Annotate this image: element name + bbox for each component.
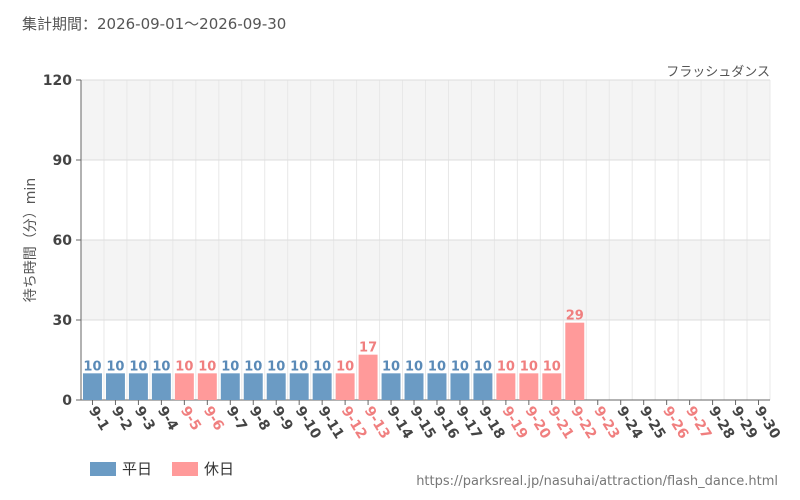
attraction-name: フラッシュダンス: [666, 65, 770, 80]
bar: [128, 373, 148, 400]
legend-weekday-swatch: [90, 461, 116, 476]
period-title: 集計期間：2026-09-01～2026-09-30: [22, 15, 287, 33]
bar: [312, 373, 332, 400]
x-tick-label: 9-7: [223, 404, 250, 434]
legend-holiday: 休日: [172, 458, 234, 479]
x-tick-label: 9-5: [177, 404, 204, 434]
y-tick-label: 120: [43, 73, 72, 89]
bar: [358, 354, 378, 400]
bar-value-label: 10: [129, 359, 147, 374]
bar-value-label: 10: [451, 359, 469, 374]
y-tick-label: 90: [53, 153, 73, 169]
source-url: https://parksreal.jp/nasuhai/attraction/…: [416, 474, 778, 489]
legend-holiday-label: 休日: [204, 460, 235, 478]
bar-value-label: 10: [267, 359, 285, 374]
bar: [335, 373, 355, 400]
x-tick-label: 9-6: [200, 404, 227, 434]
bar-value-label: 17: [359, 341, 377, 356]
bar: [243, 373, 263, 400]
bar: [542, 373, 562, 400]
y-tick-label: 0: [62, 393, 72, 409]
bar: [496, 373, 516, 400]
bar: [151, 373, 171, 400]
bar-value-label: 10: [152, 359, 170, 374]
bar-value-label: 29: [566, 309, 584, 324]
bar-value-label: 10: [497, 359, 515, 374]
bar: [450, 373, 470, 400]
bar: [197, 373, 217, 400]
bar: [289, 373, 309, 400]
bar: [473, 373, 493, 400]
bar-value-label: 10: [290, 359, 308, 374]
y-tick-label: 60: [53, 233, 73, 249]
bar-value-label: 10: [520, 359, 538, 374]
bar-value-label: 10: [198, 359, 216, 374]
x-tick-label: 9-8: [246, 404, 273, 434]
bar-value-label: 10: [382, 359, 400, 374]
legend-weekday: 平日: [90, 458, 152, 479]
bar-value-label: 10: [543, 359, 561, 374]
x-tick-label: 9-30: [751, 404, 783, 442]
bar: [565, 322, 585, 400]
bar-value-label: 10: [313, 359, 331, 374]
bar: [83, 373, 102, 400]
x-tick-label: 9-3: [131, 404, 158, 434]
y-tick-label: 30: [53, 313, 73, 329]
bar: [266, 373, 286, 400]
bar: [381, 373, 401, 400]
x-tick-label: 9-4: [154, 404, 181, 434]
legend: 平日 休日: [90, 458, 234, 479]
bar: [105, 373, 125, 400]
bar-value-label: 10: [405, 359, 423, 374]
legend-holiday-swatch: [172, 461, 199, 476]
y-axis-title: 待ち時間（分）min: [23, 178, 39, 302]
bar-value-label: 10: [106, 359, 124, 374]
legend-weekday-label: 平日: [122, 460, 153, 478]
bar: [404, 373, 424, 400]
bar: [174, 373, 194, 400]
x-tick-label: 9-2: [108, 404, 135, 434]
x-tick-label: 9-1: [85, 404, 112, 434]
bar: [427, 373, 447, 400]
x-tick-label: 9-9: [269, 404, 296, 434]
bar-value-label: 10: [336, 359, 354, 374]
bar-value-label: 10: [83, 359, 101, 374]
bar: [519, 373, 539, 400]
bar-value-label: 10: [428, 359, 446, 374]
bar-value-label: 10: [474, 359, 492, 374]
bar-value-label: 10: [221, 359, 239, 374]
bar-value-label: 10: [244, 359, 262, 374]
bar: [220, 373, 240, 400]
bar-value-label: 10: [175, 359, 193, 374]
